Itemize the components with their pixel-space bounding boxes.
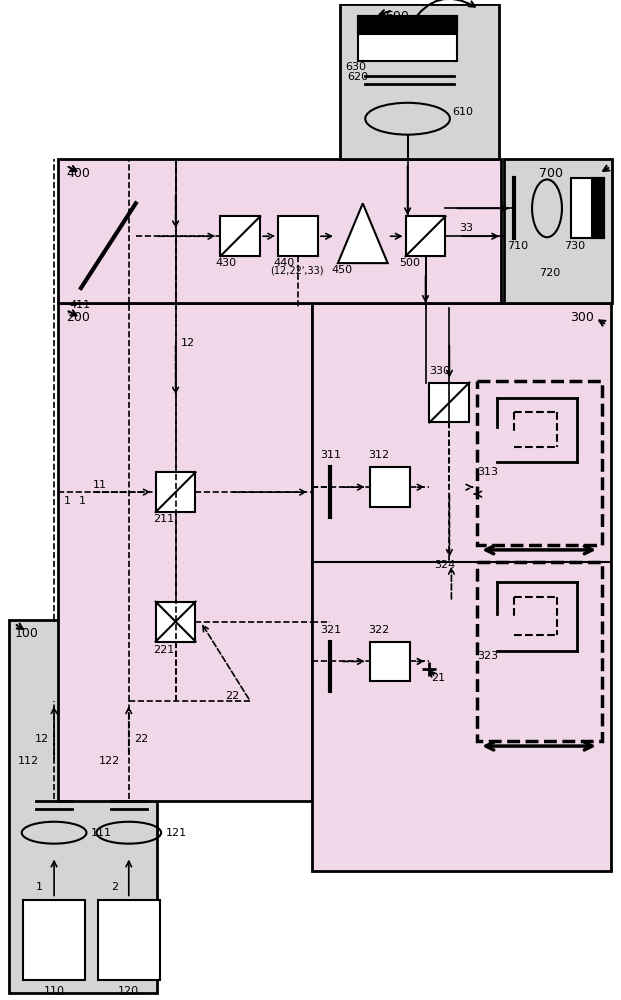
Text: 324: 324 [435, 560, 456, 570]
Bar [369, 642, 410, 681]
Bar [156, 602, 196, 642]
Text: 211: 211 [153, 514, 174, 524]
Bar [571, 178, 604, 238]
Text: 110: 110 [43, 986, 65, 996]
Text: (12,22',33): (12,22',33) [270, 265, 324, 275]
Polygon shape [338, 203, 388, 263]
Text: 323: 323 [478, 651, 499, 661]
Text: 120: 120 [118, 986, 139, 996]
Bar [58, 159, 501, 303]
Bar [340, 4, 499, 159]
Text: 2: 2 [111, 882, 118, 892]
Text: 11: 11 [93, 480, 107, 490]
Text: 500: 500 [400, 258, 420, 268]
Text: 411: 411 [69, 300, 90, 310]
Bar [478, 381, 602, 545]
Bar [312, 303, 610, 871]
Text: 330: 330 [430, 366, 450, 376]
Bar [430, 383, 469, 422]
Text: 1: 1 [79, 496, 86, 506]
Text: 22: 22 [225, 691, 240, 701]
Bar [592, 178, 604, 238]
Bar [98, 900, 160, 980]
Text: 440: 440 [273, 258, 294, 268]
Text: 322: 322 [368, 625, 389, 635]
Text: 122: 122 [99, 756, 120, 766]
Text: 300: 300 [570, 311, 594, 324]
Text: 700: 700 [539, 167, 563, 180]
Text: 200: 200 [66, 311, 90, 324]
Text: 111: 111 [91, 828, 112, 838]
Text: 21: 21 [432, 673, 446, 683]
Text: 430: 430 [215, 258, 237, 268]
Text: 22: 22 [134, 734, 148, 744]
Bar [156, 472, 196, 512]
Bar [278, 216, 318, 256]
Bar [358, 16, 458, 61]
Bar [406, 216, 445, 256]
Bar [504, 159, 612, 303]
Text: 450: 450 [332, 265, 353, 275]
Text: 311: 311 [320, 450, 341, 460]
Text: 1: 1 [64, 496, 71, 506]
Text: 121: 121 [166, 828, 187, 838]
Text: 100: 100 [14, 627, 38, 640]
Text: 610: 610 [453, 107, 473, 117]
Text: 600: 600 [384, 10, 409, 23]
Text: 620: 620 [347, 72, 368, 82]
Text: 400: 400 [66, 167, 90, 180]
Text: 313: 313 [478, 467, 498, 477]
Bar [478, 562, 602, 741]
Text: 710: 710 [507, 241, 528, 251]
Text: 720: 720 [539, 268, 560, 278]
Bar [369, 467, 410, 507]
Text: 730: 730 [564, 241, 585, 251]
Bar [220, 216, 260, 256]
Bar [23, 900, 85, 980]
Bar [358, 16, 458, 34]
Text: 312: 312 [368, 450, 389, 460]
Text: 12: 12 [181, 338, 194, 348]
Text: 1: 1 [36, 882, 43, 892]
Text: 321: 321 [320, 625, 341, 635]
Text: 33: 33 [460, 223, 473, 233]
Text: 112: 112 [18, 756, 39, 766]
Text: 630: 630 [345, 62, 366, 72]
Bar [58, 303, 312, 801]
Bar [9, 620, 156, 993]
Text: 221: 221 [153, 645, 174, 655]
Text: 12: 12 [35, 734, 49, 744]
